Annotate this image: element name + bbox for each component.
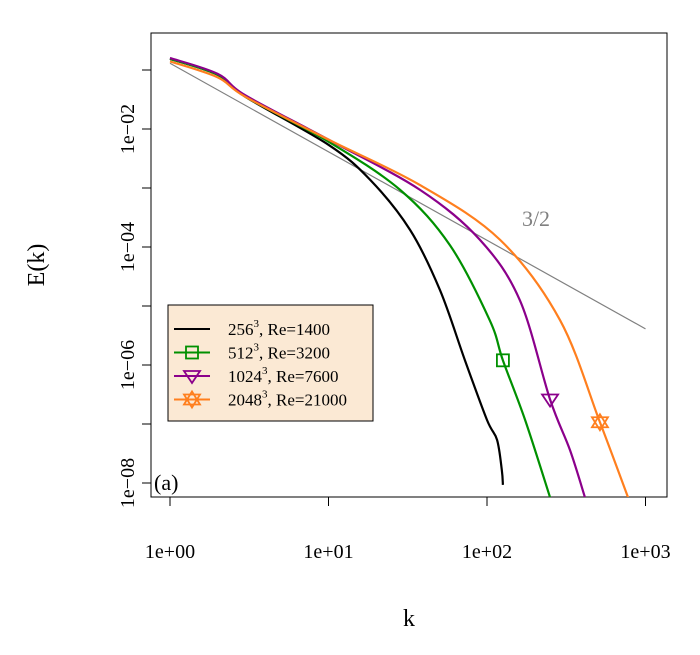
legend-box (167, 304, 374, 422)
series-line (169, 60, 630, 497)
x-tick-label: 1e+00 (145, 541, 195, 563)
square-marker (185, 345, 199, 360)
y-tick-label: 1e−02 (117, 104, 139, 154)
star-of-david-marker (590, 416, 610, 432)
star-of-david-marker (590, 412, 610, 429)
series-3 (169, 60, 630, 497)
series-line (169, 56, 586, 497)
legend-label: 20483, Re=21000 (228, 389, 347, 410)
legend-label: 2563, Re=1400 (228, 318, 330, 339)
y-tick-label: 1e−06 (117, 340, 139, 390)
panel-label: (a) (154, 470, 178, 495)
y-tick-label: 1e−04 (117, 222, 139, 272)
legend-item: 2563, Re=1400 (174, 318, 330, 339)
x-axis-label: k (403, 606, 415, 632)
x-tick-label: 1e+01 (303, 541, 353, 563)
triangle-down-marker (540, 393, 560, 409)
legend-item: 10243, Re=7600 (174, 365, 338, 386)
y-axis-label: E(k) (24, 244, 50, 287)
star-of-david-marker (182, 393, 202, 410)
square-marker (496, 353, 510, 368)
y-axis: 1e−02 1e−04 1e−06 1e−08 (117, 69, 152, 508)
legend-label: 5123, Re=3200 (228, 342, 330, 363)
series-2 (169, 56, 586, 497)
y-tick-label: 1e−08 (117, 458, 139, 508)
star-of-david-marker (182, 389, 202, 406)
x-axis: 1e+00 1e+01 1e+02 1e+03 (145, 496, 671, 563)
x-tick-label: 1e+03 (620, 541, 670, 563)
legend-item: 5123, Re=3200 (174, 342, 330, 363)
triangle-down-marker (182, 370, 202, 385)
legend-label: 10243, Re=7600 (228, 365, 338, 386)
x-tick-label: 1e+02 (462, 541, 512, 563)
legend-item: 20483, Re=21000 (174, 389, 347, 410)
reference-slope-label: 3/2 (522, 206, 550, 231)
plot-box (150, 32, 668, 498)
